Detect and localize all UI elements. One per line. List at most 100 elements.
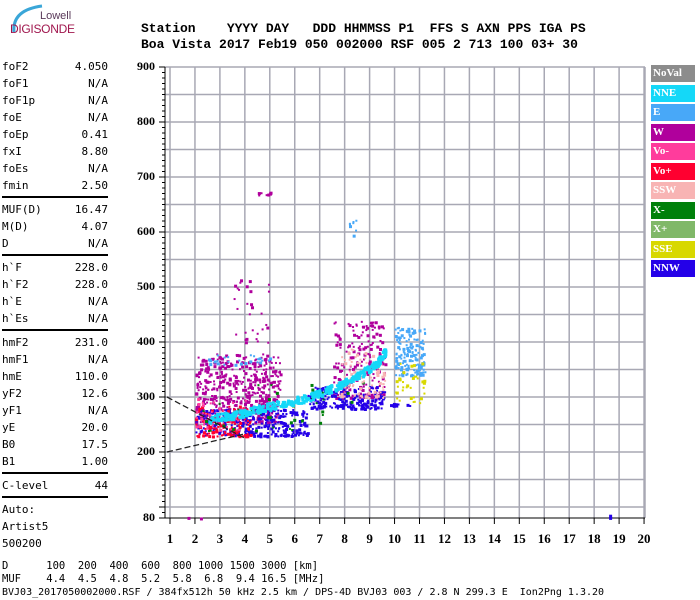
echo-point [211, 435, 215, 439]
echo-point [222, 424, 226, 428]
echo-point [251, 306, 255, 310]
echo-point [369, 365, 373, 369]
echo-point [233, 410, 237, 414]
echo-point [325, 405, 328, 408]
echo-point [243, 408, 247, 412]
echo-point [260, 426, 263, 429]
echo-point [211, 357, 215, 361]
echo-point [238, 426, 242, 430]
echo-point [202, 427, 205, 430]
echo-point [258, 192, 261, 195]
echo-point [358, 371, 362, 375]
echo-point [384, 379, 387, 382]
echo-point [403, 356, 406, 359]
legend-item-xplus: X+ [651, 221, 695, 238]
echo-point [215, 428, 219, 432]
echo-point [234, 416, 237, 419]
echo-point [406, 384, 410, 388]
x-tick-label: 4 [241, 531, 249, 546]
echo-point [204, 391, 207, 394]
echo-point [366, 401, 370, 405]
echo-point [405, 367, 409, 371]
echo-point [270, 433, 273, 436]
echo-point [213, 395, 217, 399]
param-name: foF1p [2, 94, 36, 107]
param-value: 20.0 [81, 421, 109, 434]
param-row: foF1p N/A [2, 92, 108, 109]
echo-point [195, 410, 199, 414]
echo-point [249, 406, 253, 410]
echo-point [244, 393, 247, 396]
echo-point [367, 353, 370, 356]
echo-point [225, 414, 229, 418]
echo-point [223, 356, 226, 359]
echo-point [333, 402, 336, 405]
echo-point [382, 398, 385, 401]
x-tick-label: 8 [341, 531, 348, 546]
echo-point [234, 403, 238, 407]
param-row: M(D) 4.07 [2, 218, 108, 235]
echo-point [354, 356, 357, 359]
echo-point [350, 372, 354, 376]
echo-point [252, 423, 255, 426]
echo-point [233, 422, 236, 425]
echo-point [366, 334, 370, 338]
echo-point [265, 368, 268, 371]
echo-point [202, 423, 205, 426]
echo-point [265, 421, 268, 424]
echo-point [357, 336, 361, 340]
echo-point [351, 379, 355, 383]
echo-point [284, 415, 287, 418]
echo-point [291, 429, 294, 432]
echo-point [398, 374, 401, 377]
y-tick-label: 600 [137, 224, 155, 238]
echo-point [402, 347, 406, 351]
echo-point [352, 404, 355, 407]
echo-point [352, 222, 355, 225]
x-tick-label: 11 [413, 531, 426, 546]
echo-point [322, 405, 326, 409]
echo-point [343, 395, 346, 398]
echo-point [206, 370, 210, 374]
echo-point [343, 397, 346, 400]
param-value: N/A [88, 162, 108, 175]
echo-point [307, 394, 310, 397]
echo-point [271, 412, 274, 415]
echo-point [276, 394, 280, 398]
echo-point [254, 399, 258, 403]
header-values: Boa Vista 2017 Feb19 050 002000 RSF 005 … [141, 37, 578, 52]
echo-point [341, 396, 345, 400]
echo-point [224, 414, 228, 418]
echo-point [312, 403, 315, 406]
echo-point [358, 404, 361, 407]
echo-point [266, 354, 270, 358]
echo-point [381, 341, 385, 345]
echo-point [419, 356, 423, 360]
echo-point [300, 419, 304, 423]
echo-point [239, 362, 243, 366]
x-tick-label: 20 [637, 531, 651, 546]
echo-point [261, 359, 264, 362]
echo-point [359, 394, 362, 397]
echo-point [324, 389, 328, 393]
echo-point [277, 413, 280, 416]
echo-point [378, 333, 382, 337]
echo-point [227, 400, 230, 403]
echo-point [302, 433, 305, 436]
echo-point [242, 388, 246, 392]
echo-point [242, 356, 246, 360]
echo-point [363, 380, 366, 383]
echo-point [248, 280, 252, 284]
echo-point [398, 342, 401, 345]
echo-point [368, 363, 372, 367]
echo-point [277, 387, 280, 390]
echo-point [235, 431, 239, 435]
echo-point [327, 390, 331, 394]
echo-point [258, 399, 262, 403]
echo-point [334, 406, 337, 409]
echo-point [235, 420, 239, 424]
echo-point [372, 367, 376, 371]
echo-point [400, 353, 403, 356]
echo-point [311, 395, 315, 399]
echo-point [219, 381, 223, 385]
